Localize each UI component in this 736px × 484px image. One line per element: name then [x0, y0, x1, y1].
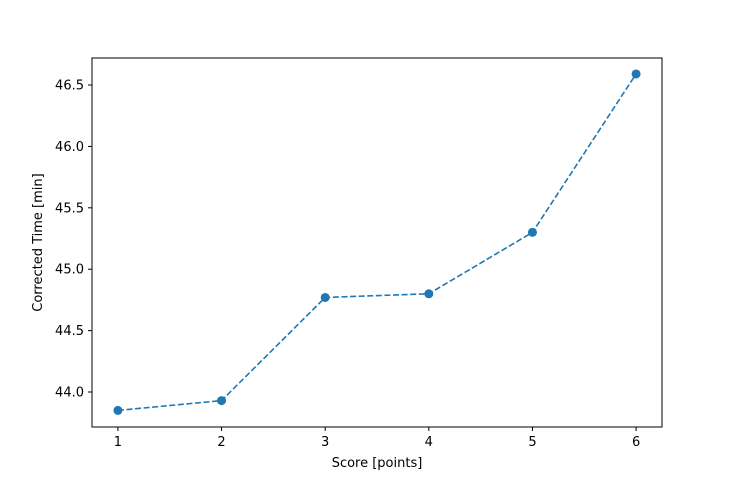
y-tick-label: 44.5: [55, 324, 84, 339]
data-point: [217, 396, 227, 406]
data-point: [320, 292, 330, 302]
data-point: [631, 69, 641, 79]
y-tick-label: 44.0: [55, 386, 84, 401]
y-tick-label: 46.5: [55, 79, 84, 94]
x-axis-label: Score [points]: [332, 456, 423, 471]
x-tick-label: 1: [114, 435, 122, 450]
data-point: [527, 227, 537, 237]
x-axis: 1 2 3 4 5 6: [114, 427, 640, 450]
y-axis: 44.0 44.5 45.0 45.5 46.0 46.5: [55, 79, 92, 401]
axes-frame: [91, 57, 663, 428]
x-tick-label: 2: [217, 435, 225, 450]
data-point: [424, 289, 434, 299]
data-point: [113, 405, 123, 415]
plot-area: [113, 69, 641, 415]
y-tick-label: 45.0: [55, 263, 84, 278]
x-tick-label: 3: [321, 435, 329, 450]
x-tick-label: 5: [528, 435, 536, 450]
y-tick-label: 46.0: [55, 140, 84, 155]
x-tick-label: 6: [632, 435, 640, 450]
series-line: [117, 73, 637, 412]
x-tick-label: 4: [425, 435, 433, 450]
y-axis-label: Corrected Time [min]: [31, 173, 46, 311]
y-tick-label: 45.5: [55, 201, 84, 216]
